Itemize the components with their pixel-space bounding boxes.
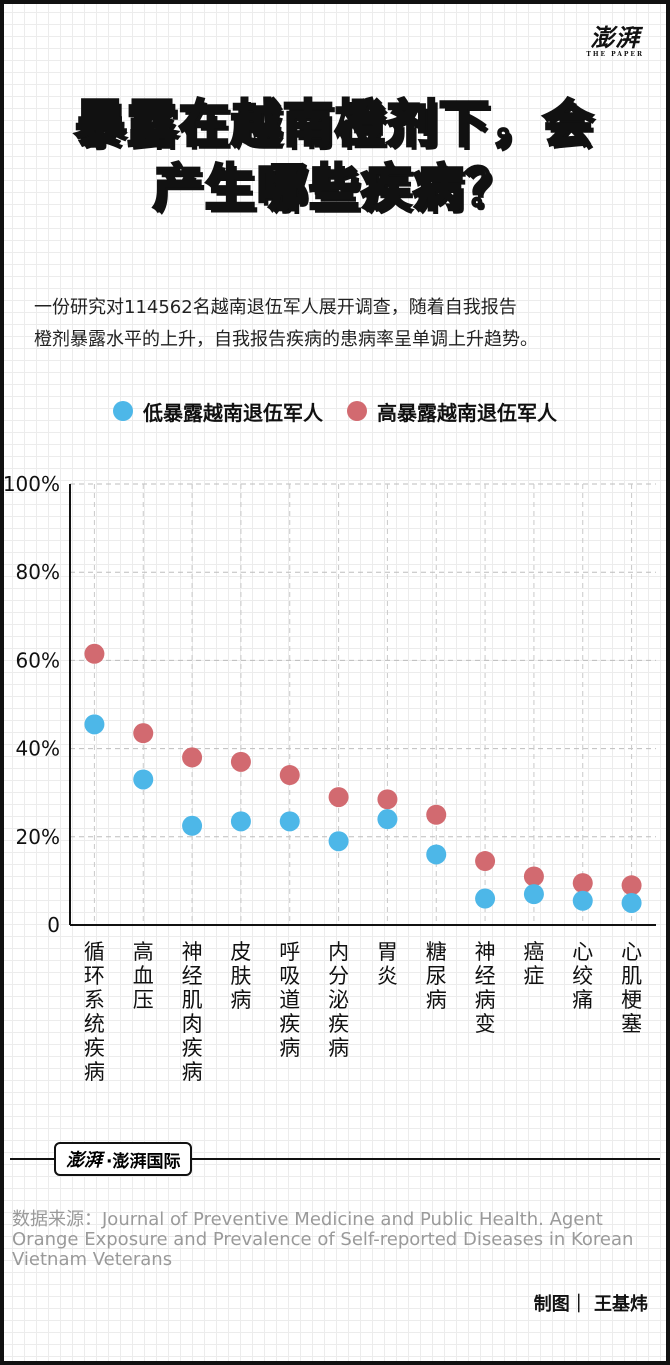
- data-point-high: [230, 751, 251, 772]
- data-point-high: [182, 747, 203, 768]
- data-point-high: [621, 875, 642, 896]
- legend-dot-high-icon: [347, 401, 367, 421]
- x-category-label: 皮肤病: [230, 940, 251, 1012]
- intro-line-2: 橙剂暴露水平的上升，自我报告疾病的患病率呈单调上升趋势。: [34, 329, 538, 350]
- y-tick-label: 0: [47, 913, 60, 937]
- data-point-low: [230, 811, 251, 832]
- data-point-high: [279, 765, 300, 786]
- x-category-label: 胃炎: [377, 940, 398, 988]
- title-line-2: 产生哪些疾病？: [152, 158, 517, 219]
- y-tick-label: 80%: [16, 560, 60, 584]
- data-point-high: [426, 804, 447, 825]
- data-point-low: [377, 809, 398, 830]
- data-point-low: [621, 892, 642, 913]
- data-point-low: [523, 884, 544, 905]
- footer-logo-mark: 澎湃: [66, 1150, 102, 1171]
- x-category-label: 癌症: [523, 940, 544, 988]
- data-point-high: [572, 873, 593, 894]
- chart-legend: 低暴露越南退伍军人 高暴露越南退伍军人: [0, 396, 670, 426]
- scatter-chart: 0 20% 40% 60% 80% 100% 循环系统疾病 高血压 神经肌肉疾病 皮肤病 呼吸道疾病…: [3, 472, 656, 1084]
- brand-logo-text: 澎湃: [590, 23, 641, 52]
- data-point-high: [84, 643, 105, 664]
- data-point-high: [523, 866, 544, 887]
- chart-credit: 制图｜ 王基炜: [533, 1294, 648, 1315]
- legend-label-low: 低暴露越南退伍军人: [143, 400, 323, 425]
- x-category-label: 高血压: [133, 940, 154, 1012]
- y-tick-label: 100%: [3, 472, 60, 496]
- title-line-1: 暴露在越南橙剂下，会: [74, 94, 595, 155]
- data-point-high: [328, 787, 349, 808]
- footer-logo-name: ·澎湃国际: [106, 1151, 181, 1172]
- x-category-label: 内分泌疾病: [328, 940, 349, 1060]
- x-category-label: 心绞痛: [572, 940, 593, 1012]
- x-category-label: 神经病变: [475, 940, 496, 1036]
- data-point-high: [377, 789, 398, 810]
- data-point-low: [133, 769, 154, 790]
- data-point-low: [84, 714, 105, 735]
- x-category-label: 心肌梗塞: [621, 940, 642, 1036]
- y-tick-label: 60%: [16, 648, 60, 672]
- brand-logo-subtext: THE PAPER: [586, 51, 644, 58]
- brand-logo: 澎湃 THE PAPER: [586, 18, 644, 58]
- data-point-low: [279, 811, 300, 832]
- legend-item-high: 高暴露越南退伍军人: [347, 397, 557, 426]
- y-tick-label: 40%: [16, 737, 60, 761]
- data-source: 数据来源：Journal of Preventive Medicine and …: [12, 1209, 634, 1270]
- x-category-label: 神经肌肉疾病: [182, 940, 203, 1084]
- x-category-label: 呼吸道疾病: [279, 940, 300, 1060]
- data-point-low: [426, 844, 447, 865]
- page-title: 暴露在越南橙剂下，会 产生哪些疾病？: [0, 92, 670, 220]
- x-category-label: 循环系统疾病: [84, 940, 105, 1084]
- x-category-label: 糖尿病: [426, 940, 447, 1012]
- data-point-low: [182, 815, 203, 836]
- legend-dot-low-icon: [113, 401, 133, 421]
- data-point-low: [328, 831, 349, 852]
- intro-line-1: 一份研究对114562名越南退伍军人展开调查，随着自我报告: [34, 297, 517, 318]
- legend-label-high: 高暴露越南退伍军人: [377, 400, 557, 425]
- intro-text: 一份研究对114562名越南退伍军人展开调查，随着自我报告 橙剂暴露水平的上升，…: [34, 292, 654, 356]
- data-point-low: [475, 888, 496, 909]
- legend-item-low: 低暴露越南退伍军人: [113, 397, 323, 426]
- data-point-high: [475, 851, 496, 872]
- footer-divider: [10, 1158, 660, 1160]
- y-tick-label: 20%: [16, 825, 60, 849]
- data-point-high: [133, 723, 154, 744]
- footer-logo: 澎湃 ·澎湃国际: [54, 1142, 193, 1176]
- data-point-low: [572, 890, 593, 911]
